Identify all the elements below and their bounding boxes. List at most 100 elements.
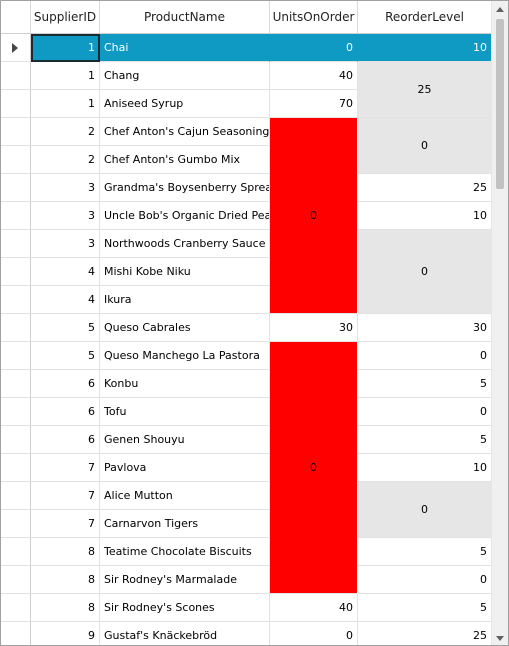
reorder-level-cell[interactable]: 10	[358, 202, 492, 230]
units-on-order-cell[interactable]: 0	[270, 622, 358, 645]
product-name-cell[interactable]: Sir Rodney's Marmalade	[100, 566, 270, 594]
units-on-order-cell[interactable]: 40	[270, 594, 358, 622]
supplier-id-cell[interactable]: 3	[31, 230, 100, 258]
row-header[interactable]	[1, 146, 31, 174]
row-header[interactable]	[1, 118, 31, 146]
product-name-cell[interactable]: Chef Anton's Gumbo Mix	[100, 146, 270, 174]
product-name-cell[interactable]: Chang	[100, 62, 270, 90]
row-header[interactable]	[1, 454, 31, 482]
product-name-cell[interactable]: Alice Mutton	[100, 482, 270, 510]
reorder-level-cell[interactable]: 5	[358, 538, 492, 566]
row-header[interactable]	[1, 622, 31, 645]
product-name-cell[interactable]: Uncle Bob's Organic Dried Pears	[100, 202, 270, 230]
merged-reorder-level-cell[interactable]: 0	[358, 230, 492, 314]
row-header[interactable]	[1, 510, 31, 538]
row-header[interactable]	[1, 314, 31, 342]
product-name-cell[interactable]: Gustaf's Knäckebröd	[100, 622, 270, 645]
supplier-id-cell[interactable]: 4	[31, 258, 100, 286]
reorder-level-cell[interactable]: 0	[358, 398, 492, 426]
units-on-order-cell[interactable]: 70	[270, 90, 358, 118]
row-header[interactable]	[1, 230, 31, 258]
scroll-down-icon[interactable]	[496, 636, 504, 641]
reorder-level-cell[interactable]: 30	[358, 314, 492, 342]
row-header[interactable]	[1, 482, 31, 510]
units-on-order-cell[interactable]: 40	[270, 62, 358, 90]
row-header[interactable]	[1, 566, 31, 594]
corner-header[interactable]	[1, 1, 31, 34]
supplier-id-cell[interactable]: 8	[31, 594, 100, 622]
supplier-id-cell[interactable]: 3	[31, 174, 100, 202]
row-header[interactable]	[1, 34, 31, 62]
header-reorder-level[interactable]: ReorderLevel	[358, 1, 492, 34]
merged-reorder-level-cell[interactable]: 25	[358, 62, 492, 118]
supplier-id-cell[interactable]: 8	[31, 538, 100, 566]
row-header[interactable]	[1, 594, 31, 622]
supplier-id-cell[interactable]: 1	[31, 62, 100, 90]
scroll-up-icon[interactable]	[496, 7, 504, 12]
reorder-level-cell[interactable]: 5	[358, 594, 492, 622]
units-on-order-cell[interactable]: 0	[270, 34, 358, 62]
header-product-name[interactable]: ProductName	[100, 1, 270, 34]
supplier-id-cell[interactable]: 7	[31, 482, 100, 510]
supplier-id-cell[interactable]: 6	[31, 398, 100, 426]
row-header[interactable]	[1, 342, 31, 370]
supplier-id-cell[interactable]: 5	[31, 342, 100, 370]
row-header[interactable]	[1, 202, 31, 230]
merged-reorder-level-cell[interactable]: 0	[358, 118, 492, 174]
row-header[interactable]	[1, 258, 31, 286]
product-name-cell[interactable]: Genen Shouyu	[100, 426, 270, 454]
row-header[interactable]	[1, 538, 31, 566]
product-name-cell[interactable]: Queso Manchego La Pastora	[100, 342, 270, 370]
merged-reorder-level-cell[interactable]: 0	[358, 482, 492, 538]
product-name-cell[interactable]: Chef Anton's Cajun Seasoning	[100, 118, 270, 146]
vertical-scrollbar[interactable]	[491, 1, 508, 645]
row-header[interactable]	[1, 370, 31, 398]
reorder-level-cell[interactable]: 25	[358, 622, 492, 645]
supplier-id-cell[interactable]: 6	[31, 370, 100, 398]
supplier-id-cell[interactable]: 3	[31, 202, 100, 230]
product-name-cell[interactable]: Teatime Chocolate Biscuits	[100, 538, 270, 566]
reorder-level-cell[interactable]: 25	[358, 174, 492, 202]
reorder-level-cell[interactable]: 0	[358, 342, 492, 370]
merged-units-on-order-cell[interactable]: 0	[270, 342, 358, 594]
supplier-id-cell[interactable]: 5	[31, 314, 100, 342]
product-name-cell[interactable]: Aniseed Syrup	[100, 90, 270, 118]
reorder-level-cell[interactable]: 5	[358, 370, 492, 398]
product-name-cell[interactable]: Queso Cabrales	[100, 314, 270, 342]
row-header[interactable]	[1, 174, 31, 202]
product-name-cell[interactable]: Konbu	[100, 370, 270, 398]
supplier-id-cell[interactable]: 7	[31, 454, 100, 482]
reorder-level-cell[interactable]: 10	[358, 34, 492, 62]
supplier-id-cell[interactable]: 8	[31, 566, 100, 594]
supplier-id-cell[interactable]: 4	[31, 286, 100, 314]
supplier-id-cell[interactable]: 2	[31, 146, 100, 174]
supplier-id-cell[interactable]: 1	[31, 34, 100, 62]
row-header[interactable]	[1, 286, 31, 314]
units-on-order-cell[interactable]: 30	[270, 314, 358, 342]
row-header[interactable]	[1, 90, 31, 118]
product-name-cell[interactable]: Carnarvon Tigers	[100, 510, 270, 538]
product-name-cell[interactable]: Ikura	[100, 286, 270, 314]
supplier-id-cell[interactable]: 2	[31, 118, 100, 146]
header-units-on-order[interactable]: UnitsOnOrder	[270, 1, 358, 34]
product-name-cell[interactable]: Chai	[100, 34, 270, 62]
supplier-id-cell[interactable]: 1	[31, 90, 100, 118]
merged-units-on-order-cell[interactable]: 0	[270, 118, 358, 314]
product-name-cell[interactable]: Tofu	[100, 398, 270, 426]
supplier-id-cell[interactable]: 6	[31, 426, 100, 454]
product-name-cell[interactable]: Northwoods Cranberry Sauce	[100, 230, 270, 258]
scroll-thumb[interactable]	[496, 19, 504, 189]
reorder-level-cell[interactable]: 5	[358, 426, 492, 454]
reorder-level-cell[interactable]: 10	[358, 454, 492, 482]
reorder-level-cell[interactable]: 0	[358, 566, 492, 594]
product-name-cell[interactable]: Sir Rodney's Scones	[100, 594, 270, 622]
row-header[interactable]	[1, 62, 31, 90]
row-header[interactable]	[1, 426, 31, 454]
supplier-id-cell[interactable]: 9	[31, 622, 100, 645]
supplier-id-cell[interactable]: 7	[31, 510, 100, 538]
product-name-cell[interactable]: Mishi Kobe Niku	[100, 258, 270, 286]
row-header[interactable]	[1, 398, 31, 426]
product-name-cell[interactable]: Grandma's Boysenberry Spread	[100, 174, 270, 202]
header-supplier-id[interactable]: SupplierID	[31, 1, 100, 34]
